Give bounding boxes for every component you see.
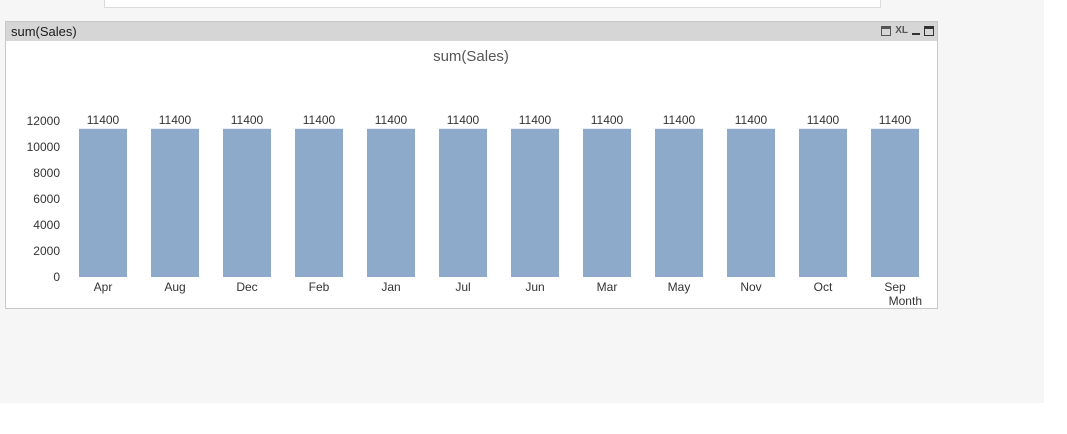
bar [79, 128, 127, 277]
data-label: 11400 [735, 113, 768, 127]
caption-icons: XL [881, 24, 934, 38]
top-object-frame [104, 0, 881, 8]
y-tick-label: 12000 [27, 114, 61, 128]
x-tick-label: May [668, 280, 691, 294]
x-tick-label: Jun [525, 280, 544, 294]
bar [583, 128, 631, 277]
bar [151, 128, 199, 277]
minimize-icon[interactable] [912, 26, 920, 36]
y-tick-label: 8000 [33, 166, 60, 180]
x-tick-label: Jul [455, 280, 470, 294]
y-axis: 0 2000 4000 6000 8000 10000 12000 [27, 114, 61, 284]
y-tick-label: 6000 [33, 192, 60, 206]
bar [295, 128, 343, 277]
x-tick-label: Mar [597, 280, 618, 294]
data-label: 11400 [375, 113, 408, 127]
bar [727, 128, 775, 277]
bar [655, 128, 703, 277]
maximize-icon[interactable] [924, 26, 934, 36]
bar [367, 128, 415, 277]
data-label: 11400 [303, 113, 336, 127]
x-tick-label: Apr [94, 280, 113, 294]
bar [439, 128, 487, 277]
y-tick-label: 2000 [33, 244, 60, 258]
y-tick-label: 4000 [33, 218, 60, 232]
caption-title: sum(Sales) [11, 24, 77, 39]
data-label: 11400 [663, 113, 696, 127]
data-label: 11400 [159, 113, 192, 127]
data-label: 11400 [591, 113, 624, 127]
y-tick-label: 0 [53, 270, 60, 284]
data-label: 11400 [519, 113, 552, 127]
excel-export-icon[interactable]: XL [895, 25, 908, 36]
x-tick-label: Feb [309, 280, 330, 294]
bar [223, 128, 271, 277]
x-tick-label: Aug [164, 280, 185, 294]
bar [799, 128, 847, 277]
chart-object[interactable]: sum(Sales) XL sum(Sales) 0 2000 4000 6000 80… [5, 21, 938, 309]
bar-chart: sum(Sales) 0 2000 4000 6000 8000 10000 12000 1… [27, 48, 922, 308]
x-tick-label: Sep [884, 280, 906, 294]
bars: 11400 11400 11400 11400 11400 11400 11400 11400… [79, 113, 919, 277]
data-label: 11400 [231, 113, 264, 127]
bar [871, 128, 919, 277]
x-axis-title: Month [889, 294, 922, 308]
print-icon[interactable] [881, 26, 892, 36]
bar [511, 128, 559, 277]
y-tick-label: 10000 [27, 140, 61, 154]
chart-title: sum(Sales) [433, 48, 509, 65]
data-label: 11400 [807, 113, 840, 127]
data-label: 11400 [447, 113, 480, 127]
x-tick-label: Oct [814, 280, 833, 294]
data-label: 11400 [879, 113, 912, 127]
x-tick-label: Jan [381, 280, 400, 294]
x-axis: Apr Aug Dec Feb Jan Jul Jun Mar May Nov Oct Sep [94, 280, 906, 294]
caption-bar[interactable]: sum(Sales) XL [6, 22, 937, 41]
x-tick-label: Nov [740, 280, 761, 294]
x-tick-label: Dec [236, 280, 257, 294]
data-label: 11400 [87, 113, 120, 127]
